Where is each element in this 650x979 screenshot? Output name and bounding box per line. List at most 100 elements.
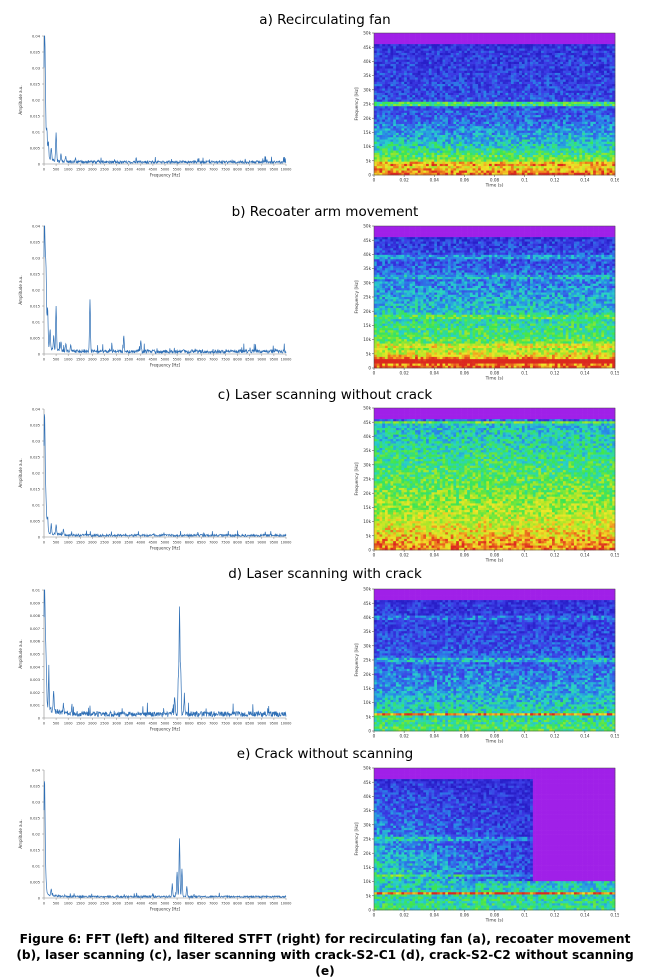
spectrogram-cell [568, 124, 571, 127]
spectrogram-cell [467, 115, 470, 118]
spectrogram-cell [610, 60, 613, 63]
spectrogram-cell [547, 97, 550, 100]
spectrogram-cell [382, 49, 385, 52]
spectrogram-cell [429, 117, 432, 120]
spectrogram-cell [448, 102, 451, 105]
spectrogram-cell [582, 49, 585, 52]
spectrogram-cell [563, 102, 566, 105]
spectrogram-cell [410, 82, 413, 85]
spectrogram-cell [519, 148, 522, 151]
spectrogram-cell [492, 120, 495, 123]
spectrogram-cell [560, 120, 563, 123]
spectrogram-cell [497, 44, 500, 47]
spectrogram-cell [421, 62, 424, 65]
spectrogram-cell [390, 97, 393, 100]
spectrogram-cell [582, 111, 585, 114]
spectrogram-cell [516, 108, 519, 111]
spectrogram-cell [404, 106, 407, 109]
spectrogram-cell [511, 71, 514, 74]
spectrogram-cell [404, 124, 407, 127]
spectrogram-cell [489, 55, 492, 58]
spectrogram-cell [475, 148, 478, 151]
spectrogram-cell [415, 42, 418, 45]
spectrogram-cell [563, 55, 566, 58]
spectrogram-cell [407, 113, 410, 116]
spectrogram-cell [467, 97, 470, 100]
spectrogram-cell [412, 73, 415, 76]
x-tick-label: 6500 [197, 541, 206, 545]
spectrogram-cell [505, 35, 508, 38]
spectrogram-cell [544, 57, 547, 60]
spectrogram-cell [508, 80, 511, 83]
spectrogram-cell [590, 53, 593, 56]
spectrogram-cell [426, 113, 429, 116]
spectrogram-cell [418, 131, 421, 134]
spectrogram-cell [610, 37, 613, 40]
spectrogram-cell [536, 51, 539, 54]
spectrogram-cell [464, 106, 467, 109]
spectrogram-cell [478, 97, 481, 100]
spectrogram-cell [514, 100, 517, 103]
spectrogram-cell [410, 133, 413, 136]
spectrogram-cell [571, 108, 574, 111]
spectrogram-cell [475, 131, 478, 134]
spectrogram-cell [459, 133, 462, 136]
spectrogram-cell [596, 111, 599, 114]
spectrogram-cell [451, 120, 454, 123]
spectrogram-cell [585, 84, 588, 87]
spectrogram-cell [426, 97, 429, 100]
spectrogram-cell [497, 117, 500, 120]
spectrogram-cell [566, 88, 569, 91]
spectrogram-cell [426, 64, 429, 67]
spectrogram-cell [429, 97, 432, 100]
spectrogram-cell [445, 82, 448, 85]
spectrogram-cell [533, 40, 536, 43]
spectrogram-cell [607, 66, 610, 69]
spectrogram-cell [549, 44, 552, 47]
spectrogram-cell [453, 55, 456, 58]
spectrogram-cell [549, 57, 552, 60]
spectrogram-cell [503, 131, 506, 134]
spectrogram-cell [410, 80, 413, 83]
spectrogram-cell [459, 128, 462, 131]
spectrogram-cell [393, 84, 396, 87]
spectrogram-cell [536, 122, 539, 125]
x-tick-label: 2000 [88, 722, 97, 726]
spectrogram-cell [390, 95, 393, 98]
spectrogram-cell [434, 133, 437, 136]
spectrogram-cell [519, 102, 522, 105]
spectrogram-cell [404, 131, 407, 134]
spectrogram-cell [505, 144, 508, 147]
spectrogram-cell [448, 64, 451, 67]
spectrogram-cell [453, 35, 456, 38]
spectrogram-cell [530, 77, 533, 80]
spectrogram-cell [557, 131, 560, 134]
spectrogram-cell [382, 124, 385, 127]
spectrogram-cell [582, 97, 585, 100]
spectrogram-cell [527, 37, 530, 40]
spectrogram-cell [530, 122, 533, 125]
spectrogram-cell [440, 86, 443, 89]
spectrogram-cell [473, 64, 476, 67]
spectrogram-cell [453, 135, 456, 138]
spectrogram-cell [426, 144, 429, 147]
spectrogram-cell [404, 60, 407, 63]
spectrogram-cell [601, 140, 604, 143]
spectrogram-cell [500, 42, 503, 45]
spectrogram-cell [437, 126, 440, 129]
y-tick-label: 0.01 [32, 504, 40, 508]
spectrogram-cell [599, 35, 602, 38]
spectrogram-cell [560, 46, 563, 49]
spectrogram-cell [593, 97, 596, 100]
spectrogram-cell [374, 49, 377, 52]
spectrogram-cell [497, 33, 500, 36]
spectrogram-cell [442, 88, 445, 91]
spectrogram-cell [467, 135, 470, 138]
spectrogram-cell [590, 51, 593, 54]
spectrogram-cell [596, 88, 599, 91]
spectrogram-cell [607, 108, 610, 111]
spectrogram-cell [489, 100, 492, 103]
spectrogram-cell [590, 140, 593, 143]
spectrogram-cell [590, 131, 593, 134]
spectrogram-cell [500, 46, 503, 49]
